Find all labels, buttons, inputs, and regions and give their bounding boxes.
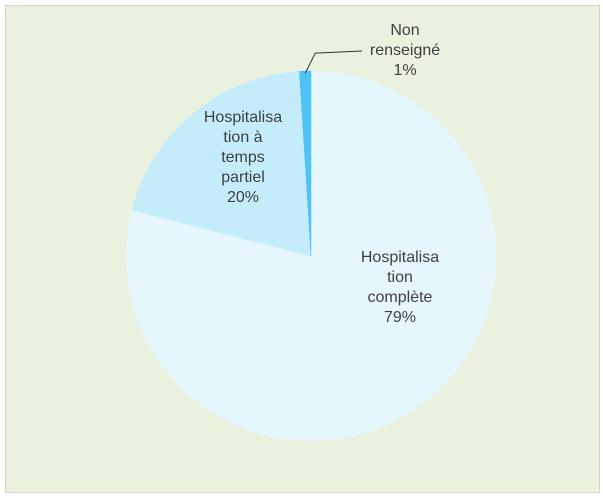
slice-label-line: partiel [221,169,265,186]
slice-label-line: tion [387,269,413,286]
chart-frame: Hospitalisa tion complète 79% Hospitalis… [5,5,600,493]
leader-line-non-renseigne [304,50,363,74]
slice-label-hospitalisation-partiel: Hospitalisa tion à temps partiel 20% [183,108,303,208]
slice-label-line: complète [367,289,433,306]
slice-percent: 79% [383,309,417,326]
slice-label-line: renseigné [369,42,441,59]
slice-label-non-renseigne: Non renseigné 1% [355,21,455,81]
slice-label-hospitalisation-complete: Hospitalisa tion complète 79% [340,248,460,328]
pie-slice-non-renseigne [299,70,312,257]
slice-label-line: temps [221,149,265,166]
slice-label-line: Hospitalisa [203,109,283,126]
slice-label-line: Non [390,22,420,39]
slice-percent: 20% [226,189,260,206]
slice-percent: 1% [393,62,417,79]
pie-slice-hospitalisation-partiel [131,71,312,257]
pie-chart [125,50,497,442]
slice-label-line: tion à [223,129,263,146]
slice-label-line: Hospitalisa [360,249,440,266]
